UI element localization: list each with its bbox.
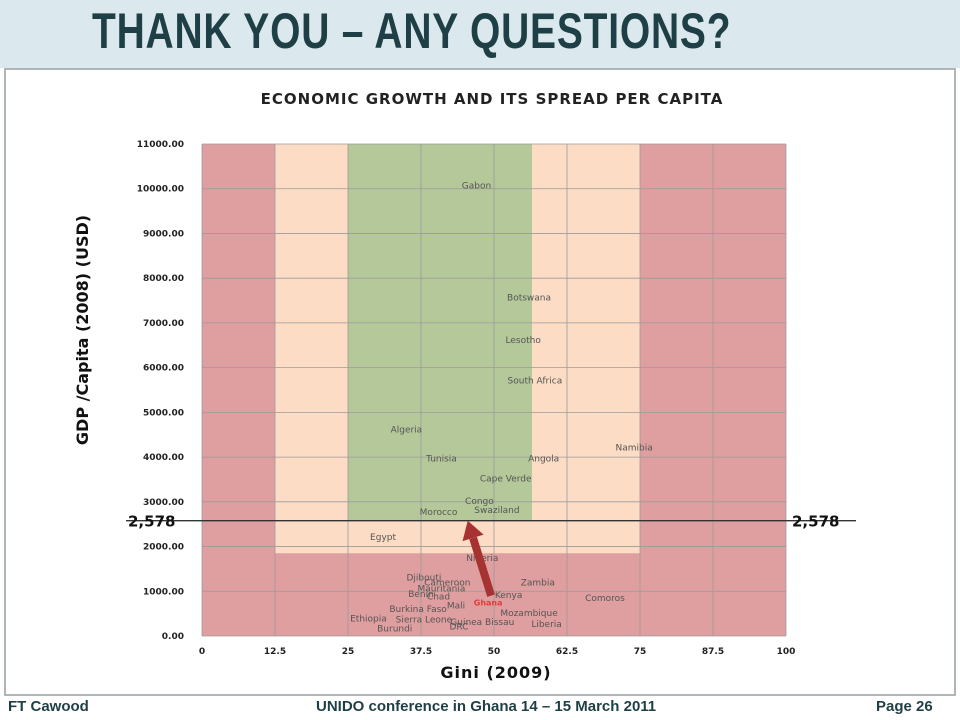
x-tick-label: 62.5: [556, 647, 578, 657]
point-label-mali: Mali: [447, 601, 465, 611]
point-label-mozambique: Mozambique: [500, 609, 558, 619]
point-label-congo: Congo: [465, 497, 494, 507]
x-tick-label: 100: [777, 647, 796, 657]
chart-frame: ECONOMIC GROWTH AND ITS SPREAD PER CAPIT…: [4, 68, 956, 696]
point-label-tunisia: Tunisia: [425, 455, 457, 465]
point-label-botswana: Botswana: [507, 294, 551, 304]
point-label-gabon: Gabon: [462, 182, 491, 192]
point-label-liberia: Liberia: [531, 620, 561, 630]
x-tick-label: 37.5: [410, 647, 432, 657]
footer-event: UNIDO conference in Ghana 14 – 15 March …: [316, 698, 657, 715]
y-tick-label: 9000.00: [143, 229, 184, 239]
y-tick-label: 6000.00: [143, 364, 184, 374]
point-label-angola: Angola: [528, 455, 559, 465]
zone-green: [348, 144, 532, 521]
point-label-sierra-leone: Sierra Leone: [396, 616, 453, 626]
point-label-cameroon: Cameroon: [424, 578, 470, 588]
y-tick-label: 1000.00: [143, 587, 184, 597]
y-tick-label: 4000.00: [143, 453, 184, 463]
y-tick-label: 5000.00: [143, 408, 184, 418]
point-label-mauritania: Mauritania: [417, 584, 465, 594]
x-tick-label: 75: [634, 647, 647, 657]
x-tick-label: 25: [342, 647, 355, 657]
x-axis-label: Gini (2009): [440, 663, 551, 682]
y-tick-label: 2000.00: [143, 543, 184, 553]
point-label-swaziland: Swaziland: [474, 506, 519, 516]
point-label-egypt: Egypt: [370, 533, 396, 543]
slide-title: THANK YOU – ANY QUESTIONS?: [92, 3, 732, 59]
point-label-chad: Chad: [427, 592, 450, 602]
chart-title: ECONOMIC GROWTH AND ITS SPREAD PER CAPIT…: [261, 90, 724, 108]
y-tick-label: 0.00: [162, 632, 184, 642]
point-label-burkina-faso: Burkina Faso: [389, 605, 447, 615]
y-tick-label: 8000.00: [143, 274, 184, 284]
footer-page-number: Page 26: [876, 698, 933, 715]
point-label-namibia: Namibia: [616, 443, 653, 453]
x-tick-label: 87.5: [702, 647, 724, 657]
point-label-drc: DRC: [449, 622, 468, 632]
x-tick-label: 0: [199, 647, 205, 657]
point-label-ethiopia: Ethiopia: [350, 615, 387, 625]
y-tick-label: 10000.00: [137, 185, 184, 195]
ghana-arrow-shaft: [469, 536, 495, 597]
point-label-algeria: Algeria: [391, 425, 423, 435]
title-band: [0, 0, 960, 68]
point-label-comoros: Comoros: [585, 594, 625, 604]
x-tick-label: 50: [488, 647, 501, 657]
y-tick-label: 11000.00: [137, 140, 184, 150]
point-label-cape-verde: Cape Verde: [480, 475, 532, 485]
point-label-lesotho: Lesotho: [506, 336, 542, 346]
point-label-guinea-bissau: Guinea Bissau: [450, 618, 514, 628]
point-label-benin: Benin: [408, 590, 434, 600]
point-label-burundi: Burundi: [377, 625, 412, 635]
scatter-chart: ECONOMIC GROWTH AND ITS SPREAD PER CAPIT…: [73, 90, 856, 682]
point-label-kenya: Kenya: [495, 591, 523, 601]
y-axis-label: GDP /Capita (2008) (USD): [73, 215, 92, 445]
point-label-south-africa: South Africa: [508, 376, 563, 386]
point-label-morocco: Morocco: [420, 508, 458, 518]
point-label-zambia: Zambia: [521, 578, 555, 588]
footer-author: FT Cawood: [8, 698, 89, 715]
y-tick-label: 3000.00: [143, 498, 184, 508]
point-label-ghana: Ghana: [474, 599, 503, 608]
reference-label-right: 2,578: [792, 513, 839, 531]
ghana-arrow-head: [462, 520, 484, 542]
point-label-djibouti: Djibouti: [406, 574, 441, 584]
y-tick-label: 7000.00: [143, 319, 184, 329]
reference-label-left: 2,578: [128, 513, 175, 531]
x-tick-label: 12.5: [264, 647, 286, 657]
